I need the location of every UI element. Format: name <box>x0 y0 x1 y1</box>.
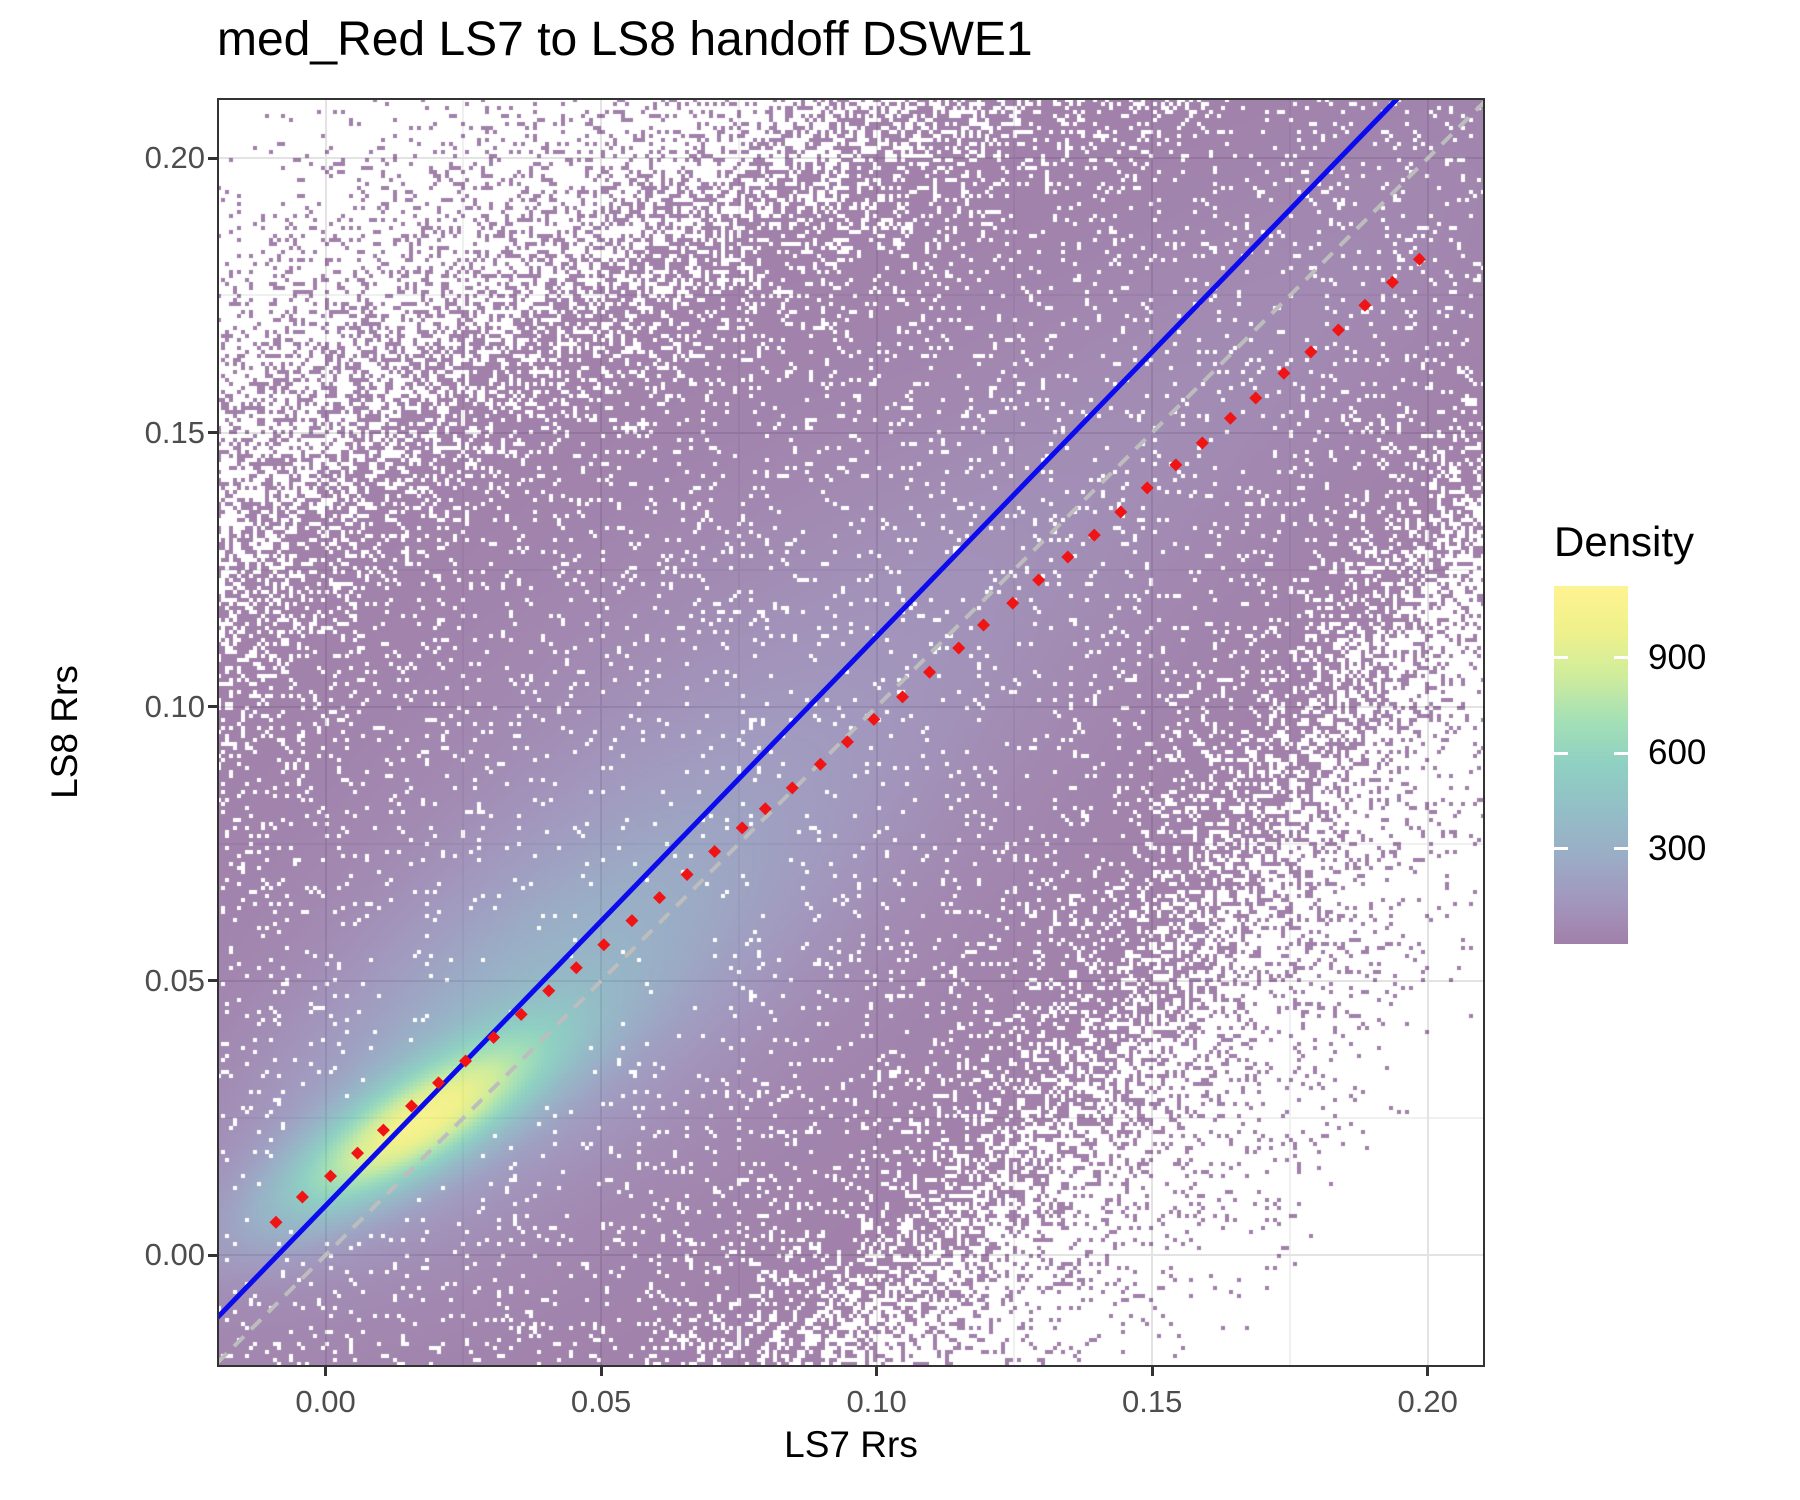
median-diamond-marker <box>840 735 854 749</box>
legend-tick-mark <box>1614 751 1628 755</box>
median-diamond-marker <box>1195 436 1209 450</box>
x-tick-mark <box>324 1367 328 1376</box>
median-diamond-marker <box>1032 573 1046 587</box>
legend-colorbar <box>1554 586 1628 944</box>
legend-tick-label: 300 <box>1648 828 1707 868</box>
median-diamond-marker <box>487 1030 501 1044</box>
y-tick-label: 0.20 <box>144 140 205 176</box>
median-diamond-marker <box>867 712 881 726</box>
median-diamond-marker <box>680 868 694 882</box>
x-tick-label: 0.00 <box>295 1384 356 1419</box>
y-tick-label: 0.15 <box>144 414 205 450</box>
legend-title: Density <box>1554 518 1695 565</box>
median-diamond-marker <box>1304 345 1318 359</box>
x-tick-mark <box>599 1367 603 1376</box>
x-tick-label: 0.20 <box>1397 1384 1458 1419</box>
one-to-one-line <box>217 99 1485 1365</box>
median-diamond-marker <box>514 1007 528 1021</box>
legend-tick-mark <box>1614 656 1628 660</box>
median-diamond-marker <box>1358 298 1372 312</box>
median-diamond-marker <box>952 641 966 655</box>
median-diamond-marker <box>269 1215 283 1229</box>
x-tick-mark <box>1150 1367 1154 1376</box>
median-diamond-marker <box>923 665 937 679</box>
y-tick-mark <box>208 431 217 435</box>
legend-tick-mark <box>1554 751 1568 755</box>
median-diamond-marker <box>1331 323 1345 337</box>
median-diamond-marker <box>1277 366 1291 380</box>
median-diamond-marker <box>1114 505 1128 519</box>
median-diamond-marker <box>324 1169 338 1183</box>
median-diamond-marker <box>1087 528 1101 542</box>
y-tick-label: 0.10 <box>144 688 205 724</box>
median-diamond-marker <box>1061 550 1075 564</box>
x-tick-label: 0.05 <box>570 1384 632 1419</box>
x-axis-title: LS7 Rrs <box>784 1424 918 1465</box>
median-diamond-marker <box>597 938 611 952</box>
median-diamond-marker <box>708 845 722 859</box>
median-diamond-marker <box>1223 411 1237 425</box>
median-diamond-marker <box>295 1190 309 1204</box>
median-diamond-marker <box>1249 391 1263 405</box>
median-diamond-marker <box>432 1076 446 1090</box>
y-tick-mark <box>208 979 217 983</box>
x-tick-mark <box>875 1367 879 1376</box>
median-diamond-marker <box>459 1054 473 1068</box>
y-tick-label: 0.05 <box>144 962 205 998</box>
plot-title: med_Red LS7 to LS8 handoff DSWE1 <box>217 13 1033 66</box>
y-tick-mark <box>208 156 217 160</box>
median-diamond-marker <box>813 757 827 771</box>
y-tick-mark <box>208 705 217 709</box>
y-tick-mark <box>208 1253 217 1257</box>
median-diamond-marker <box>625 914 639 928</box>
lines-and-markers-overlay <box>217 98 1485 1365</box>
plot-panel <box>217 98 1485 1367</box>
median-diamond-marker <box>758 802 772 816</box>
median-diamond-marker <box>1006 596 1020 610</box>
y-tick-label: 0.00 <box>144 1237 205 1273</box>
median-diamond-marker <box>896 690 910 704</box>
median-diamond-marker <box>1385 275 1399 289</box>
x-tick-label: 0.15 <box>1121 1384 1183 1419</box>
linear-fit-line <box>217 98 1400 1320</box>
median-diamond-marker <box>735 821 749 835</box>
median-diamond-marker <box>351 1146 365 1160</box>
median-diamond-marker <box>376 1123 390 1137</box>
median-diamond-marker <box>653 891 667 905</box>
legend-tick-mark <box>1554 847 1568 851</box>
median-diamond-marker <box>977 618 991 632</box>
x-tick-label: 0.10 <box>846 1384 907 1419</box>
y-axis-title: LS8 Rrs <box>44 665 85 799</box>
median-diamond-marker <box>1412 252 1426 266</box>
legend-tick-mark <box>1554 656 1568 660</box>
median-diamond-marker <box>405 1099 419 1113</box>
legend-tick-label: 600 <box>1648 733 1707 773</box>
legend-tick-label: 900 <box>1648 637 1707 677</box>
median-diamond-marker <box>1140 481 1154 495</box>
legend-tick-mark <box>1614 847 1628 851</box>
median-diamond-marker <box>785 781 799 795</box>
median-diamond-marker <box>542 984 556 998</box>
x-tick-mark <box>1426 1367 1430 1376</box>
median-diamond-marker <box>569 961 583 975</box>
median-diamond-marker <box>1169 458 1183 472</box>
